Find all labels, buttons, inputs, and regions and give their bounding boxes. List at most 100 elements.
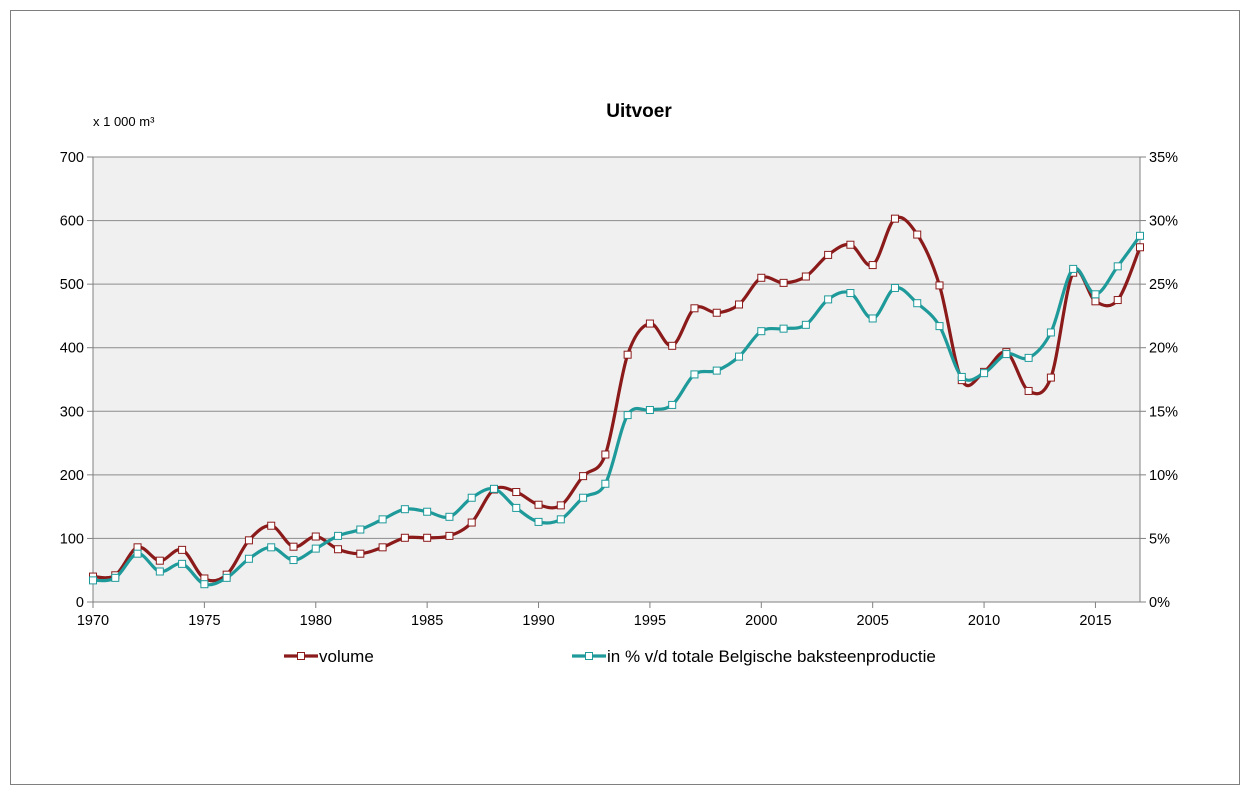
data-point bbox=[467, 518, 476, 527]
x-tick-label: 2005 bbox=[857, 613, 889, 629]
y-left-tick-label: 700 bbox=[60, 150, 84, 166]
y-left-tick-label: 300 bbox=[60, 404, 84, 420]
data-point bbox=[178, 559, 187, 568]
data-point bbox=[757, 273, 766, 282]
data-point bbox=[712, 308, 721, 317]
data-point bbox=[178, 545, 187, 554]
y-left-tick-labels: 0 100 200 300 400 500 600 700 bbox=[60, 150, 84, 611]
legend: volume in % v/d totale Belgische baksteen… bbox=[284, 647, 936, 666]
data-point bbox=[935, 322, 944, 331]
data-point bbox=[378, 543, 387, 552]
y-right-tick-labels: 0% 5% 10% 15% 20% 25% 30% 35% bbox=[1149, 150, 1178, 611]
data-point bbox=[1091, 290, 1100, 299]
x-tick-label: 1980 bbox=[300, 613, 332, 629]
data-point bbox=[445, 512, 454, 521]
data-point bbox=[668, 400, 677, 409]
data-point bbox=[846, 289, 855, 298]
data-point bbox=[267, 543, 276, 552]
y-left-unit-label: x 1 000 m³ bbox=[93, 114, 155, 129]
data-point bbox=[1136, 243, 1144, 252]
data-point bbox=[735, 300, 744, 309]
y-left-tick-label: 100 bbox=[60, 531, 84, 547]
data-point bbox=[690, 304, 699, 313]
y-left-tick-label: 400 bbox=[60, 341, 84, 357]
data-point bbox=[1024, 386, 1033, 395]
data-point bbox=[868, 261, 877, 270]
y-right-tick-label: 15% bbox=[1149, 404, 1178, 420]
data-point bbox=[645, 406, 654, 415]
data-point bbox=[690, 370, 699, 379]
data-point bbox=[579, 472, 588, 481]
data-point bbox=[1046, 373, 1055, 382]
data-point bbox=[400, 505, 409, 514]
data-point bbox=[334, 531, 343, 540]
data-point bbox=[668, 341, 677, 350]
data-point bbox=[1113, 296, 1122, 305]
data-point bbox=[311, 544, 320, 553]
legend-marker-1 bbox=[297, 652, 305, 660]
data-point bbox=[512, 503, 521, 512]
data-point bbox=[334, 545, 343, 554]
data-point bbox=[356, 525, 365, 534]
y-right-tick-label: 25% bbox=[1149, 277, 1178, 293]
data-point bbox=[890, 283, 899, 292]
data-point bbox=[623, 411, 632, 420]
data-point bbox=[980, 369, 989, 378]
data-point bbox=[1024, 353, 1033, 362]
data-point bbox=[378, 515, 387, 524]
data-point bbox=[244, 536, 253, 545]
data-point bbox=[712, 366, 721, 375]
data-point bbox=[489, 484, 498, 493]
data-point bbox=[801, 320, 810, 329]
data-point bbox=[512, 488, 521, 497]
y-right-tick-label: 10% bbox=[1149, 468, 1178, 484]
data-point bbox=[267, 521, 276, 530]
data-point bbox=[1113, 262, 1122, 271]
data-point bbox=[757, 327, 766, 336]
data-point bbox=[601, 450, 610, 459]
x-tick-label: 1995 bbox=[634, 613, 666, 629]
y-right-tick-label: 0% bbox=[1149, 595, 1170, 611]
data-point bbox=[868, 314, 877, 323]
data-point bbox=[645, 319, 654, 328]
data-point bbox=[846, 240, 855, 249]
data-point bbox=[735, 352, 744, 361]
data-point bbox=[356, 549, 365, 558]
data-point bbox=[289, 556, 298, 565]
data-point bbox=[111, 573, 120, 582]
data-point bbox=[1069, 264, 1078, 273]
grid-lines bbox=[93, 156, 1140, 539]
x-tick-label: 2010 bbox=[968, 613, 1000, 629]
y-right-tick-label: 35% bbox=[1149, 150, 1178, 166]
data-point bbox=[556, 501, 565, 510]
y-right-tick-label: 20% bbox=[1149, 341, 1178, 357]
data-point bbox=[1091, 297, 1100, 306]
data-point bbox=[779, 324, 788, 333]
data-point bbox=[467, 493, 476, 502]
y-left-tick-label: 500 bbox=[60, 277, 84, 293]
data-point bbox=[779, 278, 788, 287]
data-point bbox=[824, 295, 833, 304]
x-tick-label: 2000 bbox=[745, 613, 777, 629]
x-tick-label: 1990 bbox=[522, 613, 554, 629]
data-point bbox=[222, 573, 231, 582]
data-point bbox=[824, 250, 833, 259]
data-point bbox=[913, 230, 922, 239]
data-point bbox=[244, 554, 253, 563]
legend-label-2: in % v/d totale Belgische baksteenproduc… bbox=[607, 647, 936, 666]
data-point bbox=[1136, 231, 1144, 240]
y-left-tick-label: 200 bbox=[60, 468, 84, 484]
data-point bbox=[155, 556, 164, 565]
data-point bbox=[423, 507, 432, 516]
x-tick-labels: 1970 1975 1980 1985 1990 1995 2000 2005 2010 2015 bbox=[77, 613, 1112, 629]
x-tick-label: 2015 bbox=[1079, 613, 1111, 629]
data-point bbox=[534, 500, 543, 509]
x-tick-label: 1975 bbox=[188, 613, 220, 629]
data-point bbox=[913, 299, 922, 308]
series-group bbox=[89, 214, 1144, 589]
y-left-tick-label: 0 bbox=[76, 595, 84, 611]
y-right-tick-label: 5% bbox=[1149, 531, 1170, 547]
plot-area bbox=[93, 157, 1140, 602]
x-tick-label: 1985 bbox=[411, 613, 443, 629]
data-point bbox=[1002, 350, 1011, 359]
